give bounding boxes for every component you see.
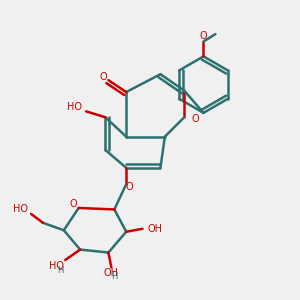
Text: HO: HO xyxy=(13,204,28,214)
Text: OH: OH xyxy=(104,268,119,278)
Text: O: O xyxy=(126,182,134,192)
Text: O: O xyxy=(70,200,77,209)
Text: HO: HO xyxy=(67,102,82,112)
Text: O: O xyxy=(99,72,107,82)
Text: H: H xyxy=(111,272,118,281)
Text: H: H xyxy=(57,266,64,275)
Text: OH: OH xyxy=(148,224,163,234)
Text: O: O xyxy=(200,31,207,41)
Text: O: O xyxy=(192,114,199,124)
Text: HO: HO xyxy=(49,261,64,271)
